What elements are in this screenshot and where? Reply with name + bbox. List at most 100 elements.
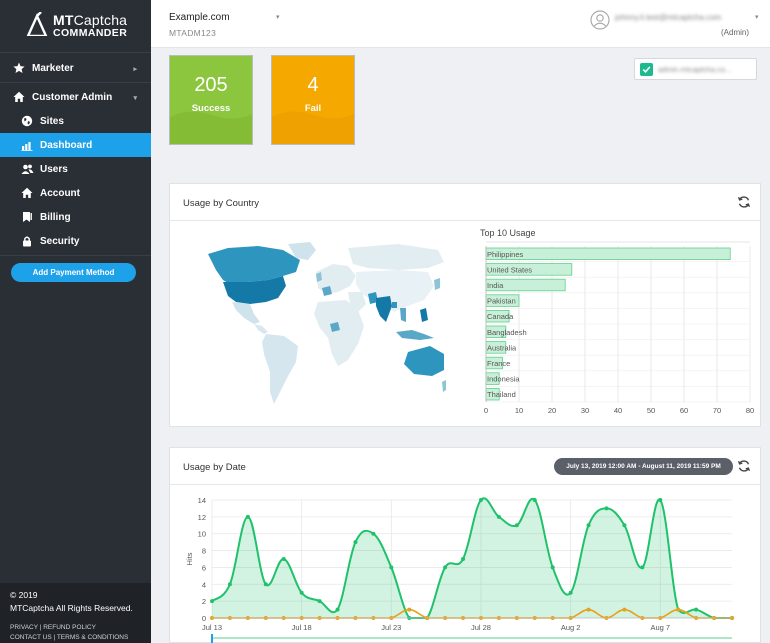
- data-point: [371, 531, 376, 536]
- map-region-south-america: [262, 334, 298, 404]
- data-point: [317, 599, 322, 604]
- x-tick-label: 70: [713, 406, 721, 415]
- sidebar-item-sites[interactable]: Sites: [0, 109, 151, 133]
- usage-by-country-panel: Usage by Country: [169, 183, 761, 427]
- map-region-central-america: [254, 324, 268, 334]
- data-point: [604, 506, 609, 511]
- map-region-indonesia: [396, 330, 434, 340]
- y-tick-label: 2: [202, 597, 206, 606]
- x-tick-label: 10: [515, 406, 523, 415]
- x-tick-label: 20: [548, 406, 556, 415]
- user-avatar-icon[interactable]: [590, 10, 610, 30]
- bar-label: Pakistan: [487, 297, 516, 306]
- data-point: [694, 607, 699, 612]
- success-stat-card: 205 Success: [169, 55, 253, 145]
- sidebar-item-label: Billing: [40, 211, 71, 223]
- y-axis-label: Hits: [185, 552, 194, 565]
- y-tick-label: 4: [202, 580, 206, 589]
- data-point: [568, 590, 573, 595]
- panel-divider: [170, 484, 760, 485]
- chevron-down-icon: ▾: [133, 95, 137, 102]
- sidebar-item-billing[interactable]: Billing: [0, 205, 151, 229]
- data-point: [461, 557, 466, 561]
- x-tick-label: 50: [647, 406, 655, 415]
- lock-icon: [20, 234, 34, 248]
- sidebar-item-dashboard[interactable]: Dashboard: [0, 133, 151, 157]
- brand-subtitle: COMMANDER: [53, 27, 128, 39]
- chevron-right-icon: ▸: [133, 66, 137, 73]
- usage-by-date-panel: Usage by Date July 13, 2019 12:00 AM - A…: [169, 447, 761, 643]
- refresh-icon[interactable]: [737, 195, 751, 209]
- footer-links-line1[interactable]: PRIVACY | REFUND POLICY: [10, 624, 96, 631]
- refresh-icon[interactable]: [737, 459, 751, 473]
- copyright-text: MTCaptcha All Rights Reserved.: [10, 603, 133, 613]
- map-region-japan: [434, 278, 440, 290]
- data-point: [640, 565, 645, 570]
- sidebar-item-label: Customer Admin: [32, 91, 113, 103]
- users-icon: [20, 162, 34, 176]
- data-point: [389, 565, 394, 570]
- add-payment-method-button[interactable]: Add Payment Method: [11, 263, 136, 282]
- sidebar-item-security[interactable]: Security: [0, 229, 151, 253]
- map-region-usa: [223, 276, 286, 304]
- data-point: [407, 607, 412, 612]
- bar-label: Thailand: [487, 390, 516, 399]
- sidebar-item-label: Dashboard: [40, 139, 93, 151]
- site-id: MTADM123: [169, 28, 217, 38]
- x-tick-label: Aug 2: [561, 623, 581, 632]
- data-point: [514, 523, 519, 528]
- star-icon: [12, 61, 26, 75]
- chevron-down-icon[interactable]: ▾: [755, 14, 759, 21]
- sidebar-footer: © 2019 MTCaptcha All Rights Reserved. PR…: [0, 583, 151, 643]
- x-tick-label: 80: [746, 406, 754, 415]
- footer-links: PRIVACY | REFUND POLICY CONTACT US | TER…: [10, 623, 141, 643]
- data-point: [622, 607, 627, 612]
- bar-label: Indonesia: [487, 375, 520, 384]
- success-label: Success: [191, 103, 231, 114]
- usage-by-date-chart: 0 2 4 6 8 10 12 14 Jul 13 Jul 18 Jul 23 Jul 28 Aug 2…: [185, 496, 734, 643]
- y-tick-label: 14: [198, 496, 206, 505]
- series-line: [211, 497, 732, 619]
- date-range-picker[interactable]: July 13, 2019 12:00 AM - August 11, 2019…: [554, 458, 733, 475]
- sidebar-item-customer-admin[interactable]: Customer Admin ▾: [0, 85, 151, 109]
- data-point: [281, 557, 286, 561]
- x-tick-label: 40: [614, 406, 622, 415]
- user-role: (Admin): [721, 28, 750, 37]
- data-point: [496, 514, 501, 519]
- map-region-australia: [404, 346, 444, 376]
- x-tick-label: 30: [581, 406, 589, 415]
- x-tick-label: Jul 28: [471, 623, 491, 632]
- world-map: [208, 242, 446, 404]
- map-region-europe: [316, 264, 356, 294]
- bar-label: Canada: [487, 312, 514, 321]
- brand-logo[interactable]: MTCaptcha COMMANDER: [26, 12, 136, 40]
- checkbox-checked-icon[interactable]: [640, 63, 653, 76]
- map-region-nigeria: [330, 322, 340, 332]
- sidebar-item-marketer[interactable]: Marketer ▸: [0, 56, 151, 80]
- footer-links-line2[interactable]: CONTACT US | TERMS & CONDITIONS: [10, 634, 129, 641]
- map-region-africa: [314, 300, 364, 366]
- site-selector[interactable]: Example.com: [169, 12, 230, 23]
- map-region-greenland: [288, 242, 316, 260]
- panel-divider: [170, 220, 760, 221]
- user-email[interactable]: johnny.li.test@mtcaptcha.com: [615, 13, 722, 22]
- data-point: [443, 565, 448, 570]
- x-tick-label: 60: [680, 406, 688, 415]
- sidebar-item-account[interactable]: Account: [0, 181, 151, 205]
- verified-email-chip[interactable]: admin.mtcaptcha.co...: [634, 58, 757, 80]
- x-tick-label: Aug 7: [650, 623, 670, 632]
- x-tick-label: Jul 23: [381, 623, 401, 632]
- chevron-down-icon[interactable]: ▾: [276, 14, 280, 21]
- sidebar-nav: Marketer ▸ Customer Admin ▾ Sites Dashbo…: [0, 56, 151, 258]
- map-region-thailand: [400, 308, 406, 322]
- data-point: [586, 523, 591, 528]
- sidebar-item-users[interactable]: Users: [0, 157, 151, 181]
- wave-decoration: [170, 111, 252, 144]
- bar-label: Bangladesh: [487, 328, 527, 337]
- fail-stat-card: 4 Fail: [271, 55, 355, 145]
- series-area: [212, 498, 732, 618]
- data-point: [622, 523, 627, 528]
- map-region-uk: [316, 272, 322, 282]
- fail-count: 4: [307, 74, 319, 96]
- top-header: Example.com ▾ MTADM123 johnny.li.test@mt…: [151, 0, 770, 48]
